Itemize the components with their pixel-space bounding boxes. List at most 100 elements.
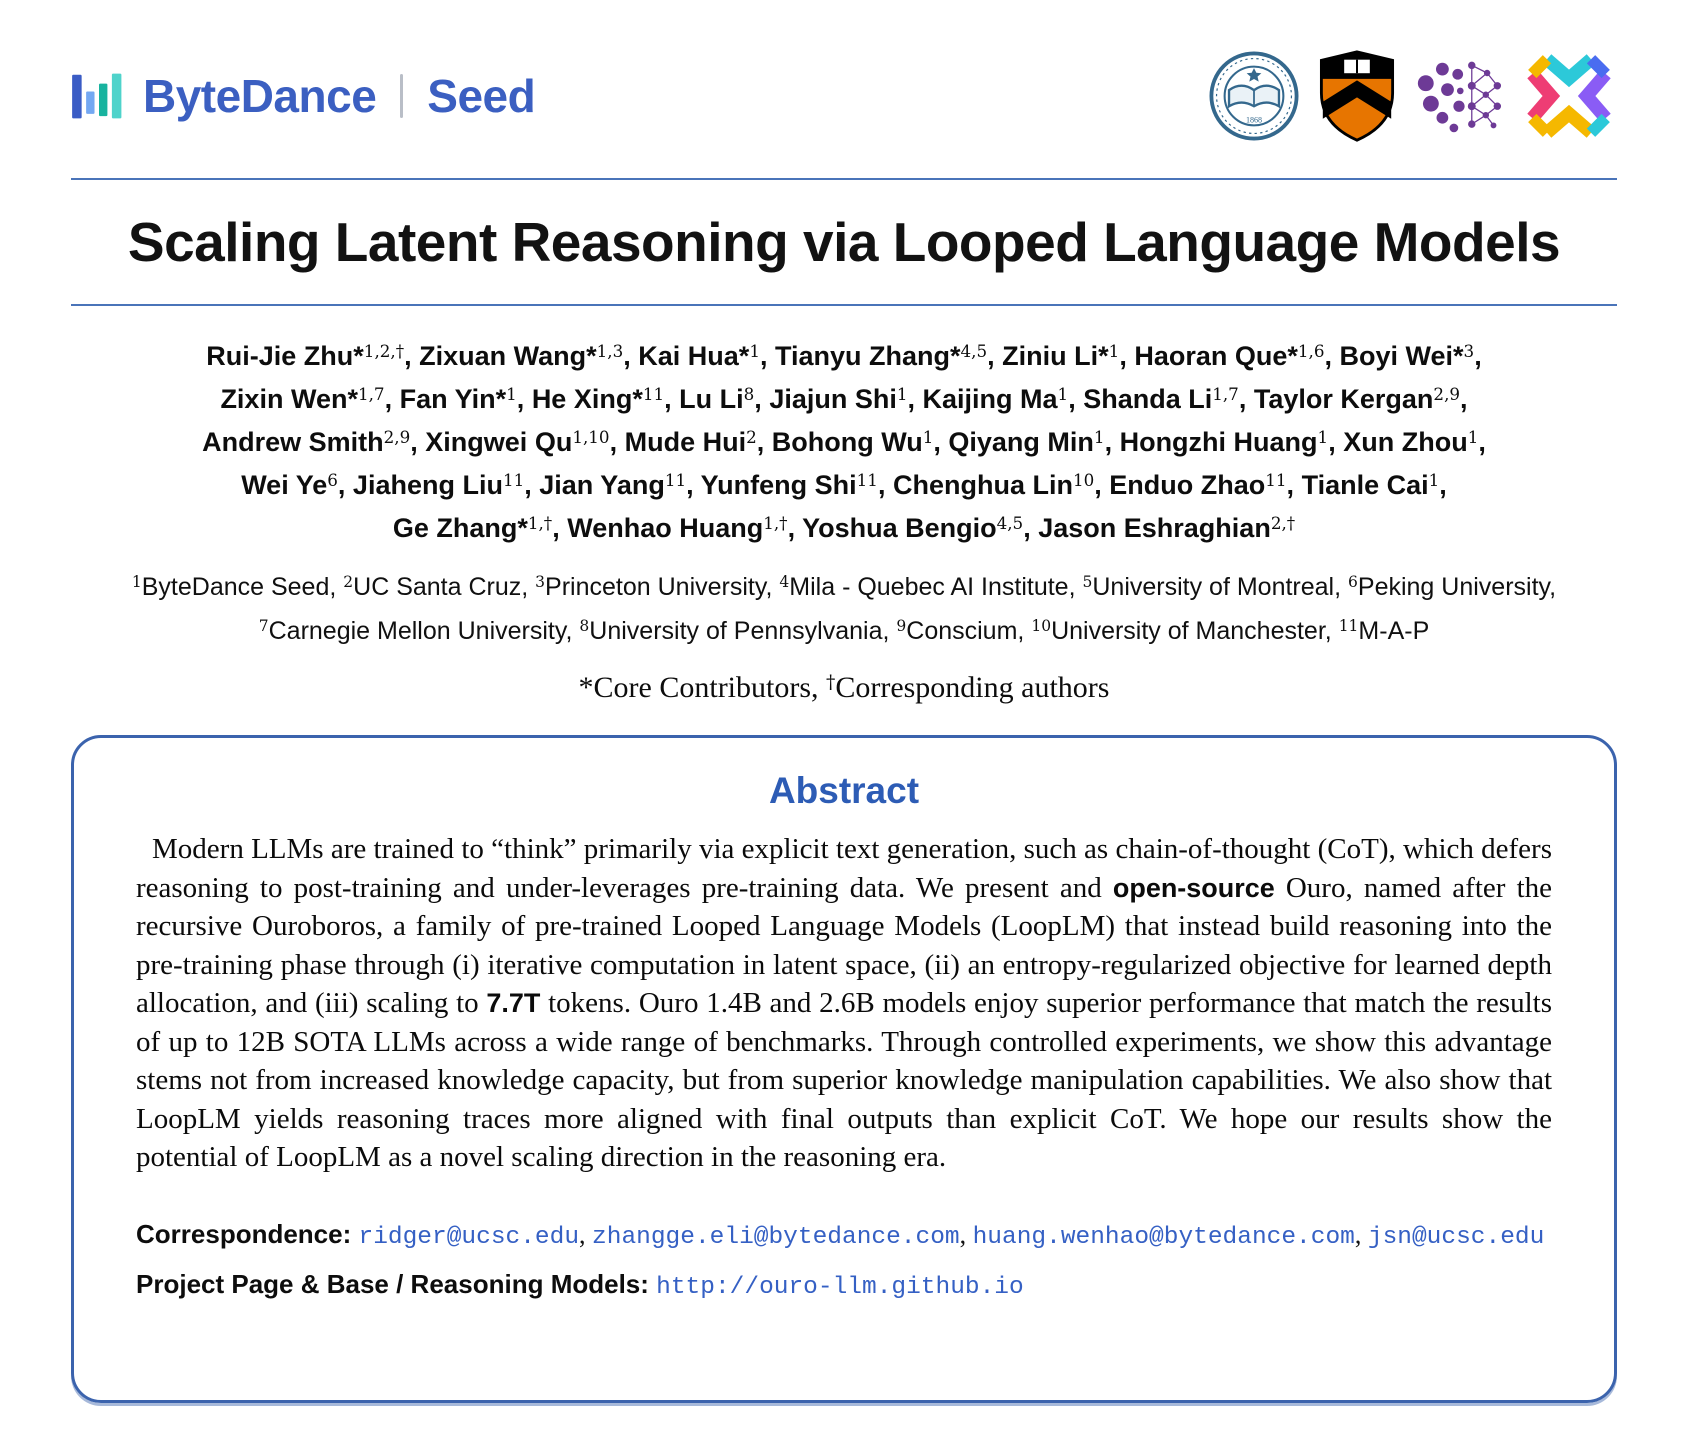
body-text: Modern LLMs are trained to “think” prima…	[136, 833, 1552, 904]
email-separator: ,	[579, 1219, 593, 1249]
brand-divider	[400, 74, 404, 118]
superscript: 2,9	[383, 427, 411, 447]
project-page-line: Project Page & Base / Reasoning Models: …	[136, 1261, 1552, 1311]
svg-text:1868: 1868	[1246, 115, 1262, 124]
email-separator: ,	[1354, 1219, 1368, 1249]
superscript: 6	[327, 470, 338, 490]
affiliation-name: Princeton University	[545, 573, 766, 601]
author-name: Chenghua Lin	[892, 470, 1073, 500]
author-line: Ge Zhang*1,†, Wenhao Huang1,†, Yoshua Be…	[392, 513, 1296, 543]
author-line: Rui-Jie Zhu*1,2,†, Zixuan Wang*1,3, Kai …	[206, 341, 1482, 371]
affiliation-name: Carnegie Mellon University	[268, 617, 566, 645]
author-name: Mude Hui	[624, 427, 747, 457]
author-name: Bohong Wu	[771, 427, 923, 457]
superscript: 10	[1072, 470, 1095, 490]
author-name: Taylor Kergan	[1253, 384, 1434, 414]
seed-wordmark: Seed	[427, 70, 536, 122]
author-name: Boyi Wei*	[1339, 341, 1464, 371]
uc-seal-logo: 1868	[1209, 51, 1299, 141]
core-contributors-note: *Core Contributors, †Corresponding autho…	[71, 671, 1617, 705]
paper-title: Scaling Latent Reasoning via Looped Lang…	[127, 211, 1561, 273]
superscript: 11	[502, 470, 525, 490]
superscript: 10	[1031, 617, 1052, 635]
affiliation-name: Mila - Quebec AI Institute	[789, 573, 1069, 601]
superscript: 1	[896, 384, 908, 404]
superscript: 3	[1463, 341, 1475, 361]
superscript: 1	[131, 573, 142, 591]
superscript: 1	[1428, 470, 1440, 490]
author-name: Haoran Que*	[1134, 341, 1298, 371]
superscript: 8	[743, 384, 755, 404]
superscript: 1	[1093, 427, 1105, 447]
superscript: 1	[922, 427, 934, 447]
author-name: Andrew Smith	[202, 427, 384, 457]
superscript: 11	[642, 384, 665, 404]
author-name: Zixin Wen*	[220, 384, 358, 414]
superscript: 1	[1057, 384, 1069, 404]
correspondence-emails: ridger@ucsc.edu, zhangge.eli@bytedance.c…	[358, 1219, 1545, 1251]
superscript: 11	[1265, 470, 1287, 490]
superscript: 4,5	[960, 341, 988, 361]
affiliation-name: ByteDance Seed	[141, 573, 330, 601]
body-text: Corresponding authors	[835, 671, 1110, 704]
email-link[interactable]: zhangge.eli@bytedance.com	[592, 1223, 960, 1251]
mila-logo	[1417, 61, 1502, 133]
author-name: Jian Yang	[539, 470, 665, 500]
superscript: 4,5	[996, 513, 1024, 533]
author-line: Wei Ye6, Jiaheng Liu11, Jian Yang11, Yun…	[241, 470, 1447, 500]
correspondence-label: Correspondence:	[136, 1218, 352, 1249]
author-name: Tianle Cai	[1301, 470, 1429, 500]
affiliation-name: University of Pennsylvania	[589, 617, 883, 645]
superscript: 11	[1338, 617, 1359, 635]
superscript: 5	[1082, 573, 1093, 591]
superscript: 1,10	[572, 427, 610, 447]
author-name: Jiaheng Liu	[352, 470, 503, 500]
superscript: 11	[664, 470, 687, 490]
author-name: Xingwei Qu	[425, 427, 573, 457]
title-rule	[71, 304, 1617, 306]
affiliation-name: UC Santa Cruz	[353, 573, 522, 601]
princeton-shield-logo	[1319, 50, 1395, 142]
superscript: 2,†	[1270, 513, 1296, 533]
email-link[interactable]: ridger@ucsc.edu	[358, 1223, 580, 1251]
email-separator: ,	[959, 1219, 973, 1249]
body-text: *Core Contributors,	[578, 671, 827, 704]
header: ByteDance Seed 1868	[71, 0, 1617, 142]
emphasis-text: 7.7T	[486, 988, 541, 1018]
author-line: Zixin Wen*1,7, Fan Yin*1, He Xing*11, Lu…	[220, 384, 1468, 414]
correspondence-line: Correspondence: ridger@ucsc.edu, zhangge…	[136, 1211, 1552, 1261]
superscript: 1,2,†	[363, 341, 405, 361]
bytedance-seed-logo: ByteDance Seed	[71, 68, 536, 124]
superscript: 3	[535, 573, 546, 591]
author-name: Lu Li	[679, 384, 744, 414]
author-name: Ziniu Li*	[1002, 341, 1109, 371]
project-page-link[interactable]: http://ouro-llm.github.io	[656, 1273, 1024, 1301]
author-name: Enduo Zhao	[1109, 470, 1266, 500]
superscript: 1,†	[527, 513, 553, 533]
affiliation-name: M-A-P	[1358, 617, 1430, 645]
superscript: 1,7	[357, 384, 385, 404]
bytedance-bars-icon	[72, 73, 122, 119]
superscript: 4	[779, 573, 790, 591]
superscript: 1,†	[763, 513, 788, 533]
author-name: Ge Zhang*	[392, 513, 528, 543]
abstract-heading: Abstract	[768, 770, 920, 811]
superscript: 2	[343, 573, 354, 591]
superscript: 1	[506, 384, 517, 404]
affiliation-name: Peking University	[1357, 573, 1550, 601]
author-name: Tianyu Zhang*	[775, 341, 961, 371]
superscript: 1	[1108, 341, 1120, 361]
superscript: 2,9	[1433, 384, 1461, 404]
author-name: Kaijing Ma	[922, 384, 1058, 414]
affiliation-name: University of Montreal	[1092, 573, 1335, 601]
author-name: Xun Zhou	[1343, 427, 1468, 457]
author-name: Qiyang Min	[948, 427, 1094, 457]
superscript: †	[826, 672, 836, 693]
body-text: Ouro, named after the recursive Ouroboro…	[136, 871, 1552, 1020]
author-name: Jiajun Shi	[769, 384, 897, 414]
email-link[interactable]: jsn@ucsc.edu	[1367, 1223, 1545, 1251]
project-page-label: Project Page & Base / Reasoning Models:	[136, 1268, 649, 1299]
body-text: tokens. Ouro 1.4B and 2.6B models enjoy …	[136, 987, 1552, 1173]
email-link[interactable]: huang.wenhao@bytedance.com	[972, 1223, 1355, 1251]
author-name: Kai Hua*	[638, 341, 750, 371]
